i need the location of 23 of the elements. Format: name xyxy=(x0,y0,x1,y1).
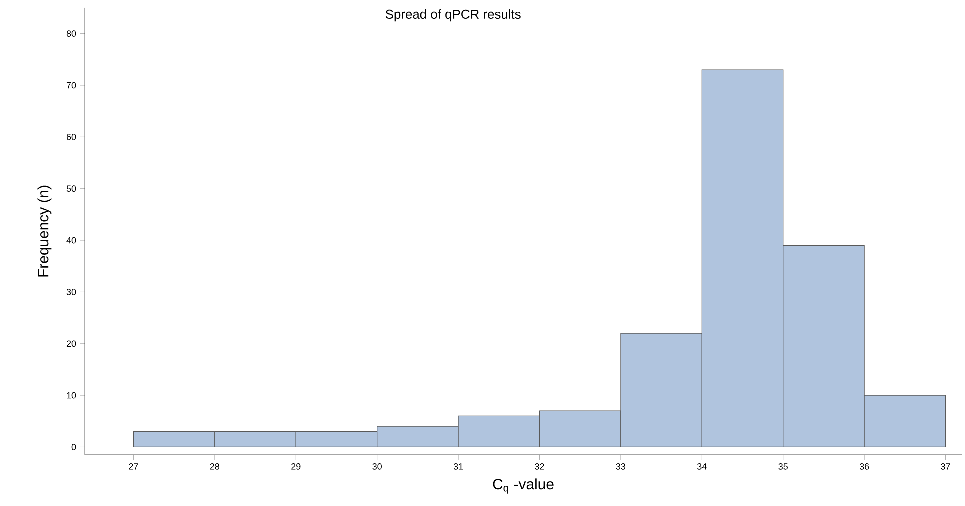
x-tick-label: 30 xyxy=(372,464,382,470)
x-tick-label: 33 xyxy=(616,464,626,470)
chart-title: Spread of qPCR results xyxy=(386,10,521,22)
x-tick-label: 35 xyxy=(778,464,788,470)
x-axis-title: C$_{q}$ -value xyxy=(493,478,554,494)
y-tick-label: 60 xyxy=(66,134,76,140)
x-tick-label: 34 xyxy=(698,464,707,470)
y-tick-label: 80 xyxy=(66,30,76,37)
x-tick-label: 28 xyxy=(210,464,220,470)
x-tick-label: 36 xyxy=(860,464,870,470)
y-tick-label: 0 xyxy=(72,444,76,450)
x-tick-label: 37 xyxy=(941,464,950,470)
x-tick-label: 29 xyxy=(292,464,301,470)
y-tick-label: 40 xyxy=(66,237,76,244)
y-axis-title: Frequency (n) xyxy=(38,186,52,277)
y-tick-label: 50 xyxy=(66,186,76,192)
x-tick-label: 27 xyxy=(129,464,138,470)
y-tick-label: 20 xyxy=(66,340,76,348)
x-tick-label: 32 xyxy=(535,464,544,470)
y-tick-label: 10 xyxy=(67,392,76,399)
y-tick-label: 30 xyxy=(66,289,76,296)
x-tick-label: 31 xyxy=(454,464,464,470)
y-tick-label: 70 xyxy=(66,82,76,89)
